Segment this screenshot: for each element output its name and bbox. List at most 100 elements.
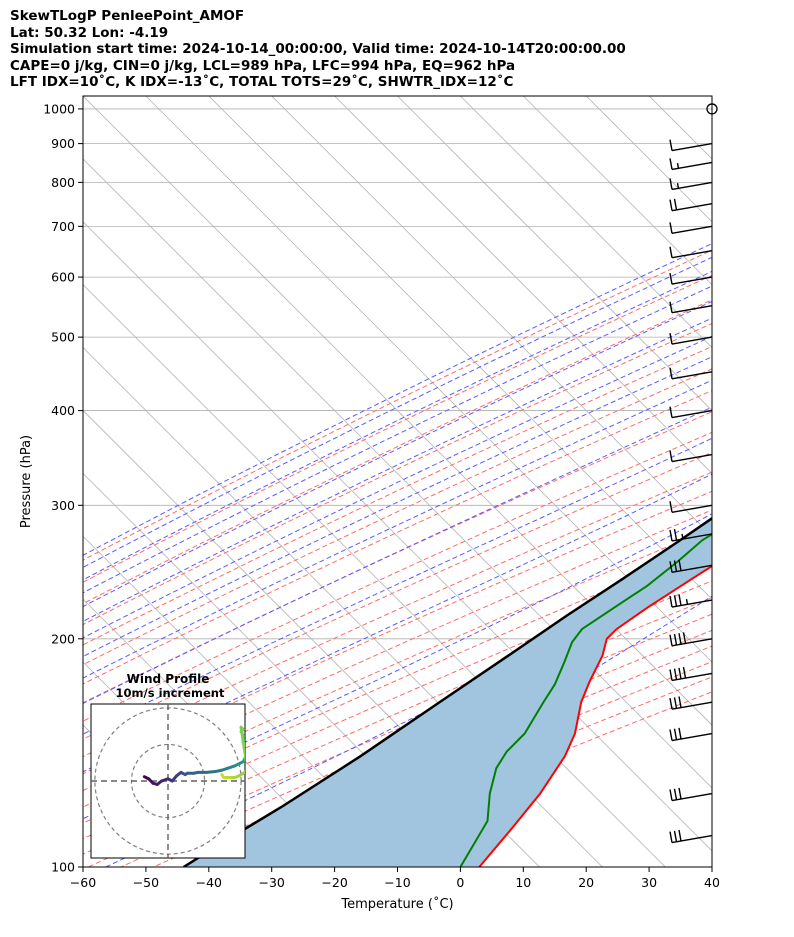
location-line: Lat: 50.32 Lon: -4.19 — [10, 24, 169, 41]
wind-barb-flag — [673, 560, 678, 572]
wind-barb-flag — [678, 727, 682, 740]
wind-barb-staff — [671, 672, 713, 682]
isotherm-line — [83, 221, 712, 852]
moist-adiabat-line — [83, 256, 712, 568]
isotherm-line — [523, 96, 712, 286]
x-tick-label: 20 — [578, 875, 594, 890]
y-tick-label: 800 — [51, 175, 75, 190]
hodograph-subtitle: 10m/s increment — [116, 686, 225, 700]
moist-adiabat-line — [83, 335, 712, 639]
wind-barb-staff — [671, 142, 713, 152]
wind-barb-flag — [669, 301, 673, 313]
wind-barb-staff — [671, 792, 713, 802]
isotherm-line — [83, 535, 414, 867]
background-lines — [83, 96, 712, 867]
x-tick-label: −60 — [70, 875, 96, 890]
wind-barb-flag — [669, 529, 673, 542]
wind-barb-staff — [671, 202, 713, 212]
wind-barb-flag — [669, 139, 673, 151]
wind-barb-flag — [669, 222, 673, 234]
wind-barb-flag — [673, 668, 678, 680]
y-tick-label: 200 — [51, 631, 75, 646]
wind-barb-flag — [682, 666, 687, 679]
wind-barb-flag — [669, 831, 673, 843]
wind-barb-staff — [671, 453, 713, 463]
x-axis-label: Temperature (˚C) — [340, 896, 453, 912]
hodograph-title: Wind Profile — [127, 672, 210, 686]
hodograph-segment — [243, 747, 245, 752]
moist-adiabat-line — [83, 513, 712, 820]
axes: −60 −50 −40 −30 −20 −10 0 10 20 30 40 100 200 300 400 5… — [19, 101, 720, 912]
y-tick-label: 1000 — [43, 101, 75, 116]
wind-barb-flag — [669, 178, 673, 190]
wind-barb-flag — [669, 246, 673, 258]
x-tick-label: −30 — [259, 875, 285, 890]
wind-barb-staff — [671, 638, 713, 647]
wind-barb — [669, 139, 713, 152]
wind-barb-flag — [678, 633, 682, 645]
wind-barb — [669, 594, 713, 608]
wind-barb — [669, 727, 713, 742]
isotherm-line — [83, 96, 712, 726]
dry-adiabat-line — [83, 274, 712, 583]
x-tick-label: 40 — [704, 875, 720, 890]
wind-barb-flag — [669, 561, 673, 573]
wind-barb-staff — [671, 599, 713, 608]
profile-lines — [182, 516, 712, 867]
wind-barb-half-flag — [676, 182, 680, 189]
time-line: Simulation start time: 2024-10-14_00:00:… — [10, 41, 626, 58]
wind-barb — [669, 632, 713, 647]
wind-barb — [669, 406, 713, 419]
wind-barb — [669, 367, 713, 380]
wind-barb-flag — [678, 594, 682, 606]
dry-adiabat-line — [83, 509, 712, 792]
wind-barb — [669, 559, 713, 574]
wind-barb-staff — [671, 409, 713, 419]
wind-barb-staff — [671, 564, 713, 574]
y-tick-label: 300 — [51, 498, 75, 513]
dry-adiabat-line — [83, 451, 712, 740]
temperature-line — [478, 564, 712, 867]
moist-adiabat-line — [83, 379, 712, 679]
dry-adiabat-line — [83, 249, 712, 561]
wind-barb-flag — [669, 729, 673, 741]
wind-barb-flag — [673, 595, 678, 607]
wind-barb — [669, 666, 713, 682]
wind-barb — [669, 696, 713, 710]
x-tick-label: 0 — [456, 875, 464, 890]
wind-barb-flag — [673, 830, 678, 842]
wind-barb-flag — [669, 634, 673, 646]
wind-barb-half-flag — [681, 533, 684, 540]
wind-barb-staff — [671, 371, 713, 380]
x-tick-label: −40 — [196, 875, 222, 890]
isotherm-line — [145, 96, 712, 663]
wind-barb-flag — [678, 829, 682, 842]
moist-adiabat-line — [83, 406, 712, 705]
chart-title: SkewTLogP PenleePoint_AMOF — [10, 8, 245, 24]
hodograph-segment — [243, 754, 245, 759]
dry-adiabat-line — [83, 368, 712, 666]
x-tick-label: −50 — [133, 875, 159, 890]
instability-line: CAPE=0 j/kg, CIN=0 j/kg, LCL=989 hPa, LF… — [10, 57, 516, 74]
wind-barb-flag — [678, 667, 682, 680]
moist-adiabat-line — [83, 437, 712, 735]
moist-adiabat-line — [83, 270, 712, 581]
dry-adiabat-line — [83, 322, 712, 626]
wind-barb-flag — [669, 199, 673, 211]
wind-barb — [669, 246, 713, 259]
wind-barb — [669, 501, 713, 513]
isotherm-line — [585, 96, 712, 223]
wind-barb-flag — [669, 272, 673, 285]
hodograph-segment — [220, 773, 226, 780]
wind-barb-staff — [671, 250, 713, 259]
isotherm-line — [397, 96, 712, 412]
wind-barb-flag — [678, 696, 682, 708]
wind-barb-flag — [673, 788, 678, 800]
moist-adiabat-line — [83, 285, 712, 594]
cape-fill-area — [183, 518, 712, 867]
wind-barb-flag — [669, 669, 673, 681]
wind-barb-flag — [673, 633, 678, 646]
y-axis-label: Pressure (hPa) — [19, 435, 34, 528]
hodograph-segment — [241, 755, 245, 764]
